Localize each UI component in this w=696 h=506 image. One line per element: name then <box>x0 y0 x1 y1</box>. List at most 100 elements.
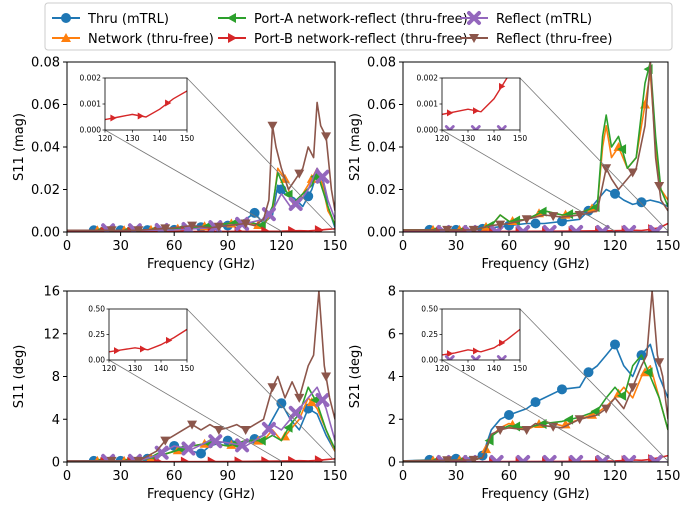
series-marker <box>627 383 638 393</box>
series-marker <box>569 455 584 462</box>
y-tick-label: 4 <box>52 413 60 428</box>
y-tick-label: 4 <box>388 370 396 385</box>
inset-series-line-4 <box>105 90 187 121</box>
x-tick-label: 150 <box>656 239 681 254</box>
series-marker <box>267 121 278 131</box>
inset-y-tick-label: 0.25 <box>88 330 105 339</box>
x-tick-label: 60 <box>501 469 518 484</box>
inset-series-marker <box>496 125 507 130</box>
inset-series-line-4 <box>442 78 508 116</box>
x-tick-label: 120 <box>603 239 628 254</box>
x-tick-label: 60 <box>501 239 518 254</box>
inset-series-marker <box>166 336 173 344</box>
series-marker <box>495 425 506 435</box>
inset-series-marker <box>165 99 172 107</box>
legend-label: Port-B network-reflect (thru-free) <box>254 32 468 47</box>
series-marker <box>617 390 627 401</box>
x-axis-label: Frequency (GHz) <box>147 487 255 502</box>
inset-y-tick-label: 0.002 <box>417 74 439 83</box>
series-marker <box>643 367 653 378</box>
y-tick-label: 16 <box>43 285 60 300</box>
y-tick-label: 0.02 <box>31 183 60 198</box>
x-tick-label: 0 <box>63 239 71 254</box>
series-marker <box>294 393 305 403</box>
series-marker <box>654 181 665 191</box>
series-marker <box>504 409 514 420</box>
series-marker <box>489 455 504 462</box>
inset-series-marker <box>473 347 480 355</box>
x-tick-label: 150 <box>323 239 348 254</box>
legend-entry-3: Port-A network-reflect (thru-free) <box>218 12 468 27</box>
inset-y-tick-label: 0.25 <box>421 330 438 339</box>
y-tick-label: 0.02 <box>367 183 396 198</box>
series-marker <box>106 456 117 462</box>
legend-marker <box>61 33 71 42</box>
series-marker <box>240 425 251 435</box>
x-tick-label: 90 <box>554 469 571 484</box>
series-marker <box>196 448 206 459</box>
series-marker <box>314 225 324 232</box>
y-axis-label: S21 (mag) <box>348 113 363 181</box>
series-line-6 <box>67 291 335 462</box>
x-tick-label: 90 <box>220 239 237 254</box>
legend-entry-4: Port-B network-reflect (thru-free) <box>218 32 468 47</box>
inset-axes: 120 130 140 150 0.00 0.25 0.50 <box>421 305 527 374</box>
x-tick-label: 0 <box>399 469 407 484</box>
series-marker <box>314 455 324 462</box>
series-marker <box>548 212 559 222</box>
x-tick-label: 150 <box>323 469 348 484</box>
inset-y-tick-label: 0.00 <box>421 356 438 365</box>
legend-marker <box>228 33 237 43</box>
legend-label: Port-A network-reflect (thru-free) <box>254 12 468 27</box>
x-axis-label: Frequency (GHz) <box>481 257 589 272</box>
series-marker <box>595 225 610 232</box>
inset-x-tick-label: 140 <box>487 134 502 143</box>
series-marker <box>187 221 198 231</box>
inset-background <box>105 78 187 130</box>
inset-x-tick-label: 150 <box>180 134 195 143</box>
series-marker <box>548 422 559 432</box>
y-axis-label: S11 (deg) <box>12 345 27 409</box>
series-marker <box>315 169 330 184</box>
axes-frame <box>66 290 336 463</box>
legend-entry-1: Thru (mTRL) <box>52 12 169 27</box>
inset-background <box>109 309 187 360</box>
inset-x-tick-label: 120 <box>98 134 113 143</box>
y-tick-label: 0.00 <box>367 226 396 241</box>
series-marker <box>321 132 332 142</box>
series-marker <box>213 425 224 435</box>
inset-x-tick-label: 140 <box>154 364 169 373</box>
series-marker <box>321 372 332 382</box>
series-marker <box>288 455 298 462</box>
inset-axes: 120 130 140 150 0.00 0.25 0.50 <box>88 305 195 374</box>
series-marker <box>516 225 531 232</box>
series-marker <box>636 197 647 208</box>
inset-axes: 120 130 140 150 0.000 0.001 0.002 <box>417 74 528 144</box>
legend-entry-5: Reflect (mTRL) <box>460 11 592 27</box>
chart-panel-4: 0 30 60 90 120 150 0 2 4 6 8 Frequency (GHz) S21 (de… <box>348 285 681 503</box>
inset-background <box>442 78 520 130</box>
inset-x-tick-label: 150 <box>180 364 195 373</box>
inset-connector <box>186 308 336 462</box>
series-marker <box>530 397 541 408</box>
y-tick-label: 0.04 <box>367 141 396 156</box>
inset-connector <box>108 359 282 462</box>
inset-series-marker <box>444 355 455 360</box>
x-tick-label: 120 <box>603 469 628 484</box>
series-marker <box>267 383 278 393</box>
inset-series-marker <box>140 345 147 353</box>
series-marker <box>310 395 320 406</box>
series-marker <box>590 406 600 417</box>
series-marker <box>601 404 612 414</box>
x-tick-label: 150 <box>656 469 681 484</box>
series-marker <box>442 225 453 232</box>
x-tick-label: 30 <box>448 239 465 254</box>
inset-y-tick-label: 0.000 <box>80 126 102 135</box>
inset-y-tick-label: 0.00 <box>88 356 105 365</box>
x-tick-label: 90 <box>554 239 571 254</box>
x-tick-label: 30 <box>448 469 465 484</box>
inset-x-tick-label: 150 <box>513 134 528 143</box>
series-marker <box>648 455 663 462</box>
series-marker <box>160 436 171 446</box>
